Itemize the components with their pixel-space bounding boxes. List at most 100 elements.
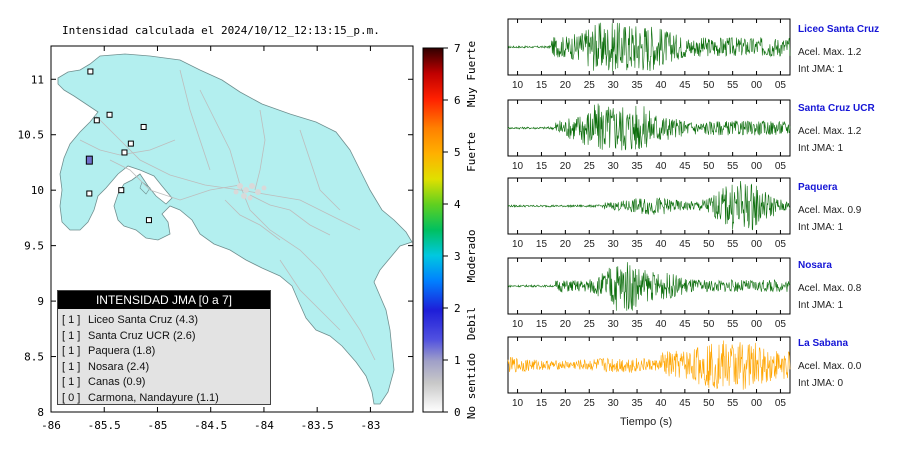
time-tick-label: 35 xyxy=(631,80,643,91)
time-tick-label: 45 xyxy=(679,398,691,409)
station-marker xyxy=(118,187,125,194)
station-jma: Int JMA: 1 xyxy=(798,64,844,75)
legend-row: [ 1 ] Canas (0.9) xyxy=(62,375,266,391)
colorbar-category-label: No sentido xyxy=(465,353,478,419)
time-tick-label: 15 xyxy=(536,239,548,250)
time-tick-label: 30 xyxy=(608,398,620,409)
time-tick-label: 00 xyxy=(751,398,763,409)
station-name: Santa Cruz UCR xyxy=(798,103,875,114)
waveform-panel: 10 15 20 25 30 35 40 45 50 55 00 05 xyxy=(507,99,791,172)
time-tick-label: 35 xyxy=(631,239,643,250)
time-tick-label: 05 xyxy=(775,161,787,172)
time-tick-label: 40 xyxy=(655,239,667,250)
legend-row: [ 1 ] Nosara (2.4) xyxy=(62,360,266,376)
time-tick-label: 10 xyxy=(512,319,524,330)
colorbar-tick-label: 5 xyxy=(454,146,461,159)
legend-row: [ 0 ] Carmona, Nandayure (1.1) xyxy=(62,391,266,407)
time-tick-label: 55 xyxy=(727,319,739,330)
station-jma: Int JMA: 1 xyxy=(798,300,844,311)
waveform-trace xyxy=(507,180,791,231)
legend-label: Carmona, Nandayure (1.1) xyxy=(88,391,219,404)
lon-tick-label: -85.5 xyxy=(88,419,121,432)
station-jma: Int JMA: 1 xyxy=(798,143,844,154)
time-tick-label: 35 xyxy=(631,161,643,172)
colorbar-tick-label: 3 xyxy=(454,250,461,263)
time-tick-label: 20 xyxy=(560,239,572,250)
time-tick-label: 05 xyxy=(775,80,787,91)
time-tick-label: 00 xyxy=(751,161,763,172)
time-tick-label: 55 xyxy=(727,80,739,91)
station-name: La Sabana xyxy=(798,338,849,349)
time-tick-label: 35 xyxy=(631,319,643,330)
colorbar-category-label: Muy Fuerte xyxy=(465,41,478,107)
station-accel: Acel. Max. 0.0 xyxy=(798,361,862,372)
time-tick-label: 10 xyxy=(512,161,524,172)
time-tick-label: 20 xyxy=(560,319,572,330)
lat-tick-label: 8 xyxy=(37,406,44,419)
time-tick-label: 05 xyxy=(775,319,787,330)
station-jma: Int JMA: 0 xyxy=(798,378,844,389)
legend-level: [ 1 ] xyxy=(62,314,81,326)
time-tick-label: 30 xyxy=(608,80,620,91)
time-tick-label: 55 xyxy=(727,239,739,250)
lat-tick-label: 8.5 xyxy=(24,351,44,364)
waveform-panel: 10 15 20 25 30 35 40 45 50 55 00 05 xyxy=(507,336,791,409)
lon-tick-label: -84.5 xyxy=(194,419,227,432)
colorbar-tick-label: 0 xyxy=(454,406,461,419)
legend-row: [ 1 ] Paquera (1.8) xyxy=(62,344,266,360)
urban-cluster xyxy=(233,183,267,201)
station-markers xyxy=(85,68,152,224)
legend-row: [ 1 ] Liceo Santa Cruz (4.3) xyxy=(62,313,266,329)
colorbar-tick-label: 7 xyxy=(454,42,461,55)
lon-tick-label: -83.5 xyxy=(301,419,334,432)
time-tick-label: 10 xyxy=(512,80,524,91)
legend-level: [ 1 ] xyxy=(62,360,81,373)
lon-tick-label: -86 xyxy=(41,419,61,432)
colorbar-tick-label: 6 xyxy=(454,94,461,107)
map-title: Intensidad calculada el 2024/10/12_12:13… xyxy=(62,24,380,37)
time-tick-label: 00 xyxy=(751,80,763,91)
time-tick-label: 30 xyxy=(608,239,620,250)
time-tick-label: 10 xyxy=(512,398,524,409)
legend-label: Santa Cruz UCR (2.6) xyxy=(88,329,196,342)
station-marker xyxy=(121,149,128,156)
time-tick-label: 25 xyxy=(584,161,596,172)
station-marker xyxy=(106,111,113,118)
time-tick-label: 50 xyxy=(703,398,715,409)
waveform-trace xyxy=(507,103,791,151)
time-tick-label: 30 xyxy=(608,319,620,330)
colorbar-category-label: Debil xyxy=(465,307,478,340)
time-tick-label: 20 xyxy=(560,80,572,91)
time-tick-label: 25 xyxy=(584,398,596,409)
colorbar-tick-label: 1 xyxy=(454,354,461,367)
time-tick-label: 40 xyxy=(655,398,667,409)
lon-tick-label: -83 xyxy=(360,419,380,432)
colorbar-category-label: Moderado xyxy=(465,230,478,283)
time-tick-label: 15 xyxy=(536,319,548,330)
lat-tick-label: 11 xyxy=(31,73,44,86)
time-tick-label: 50 xyxy=(703,239,715,250)
time-tick-label: 15 xyxy=(536,161,548,172)
waveform-panel: 10 15 20 25 30 35 40 45 50 55 00 05 xyxy=(507,257,791,330)
station-marker xyxy=(87,68,94,75)
map-axes: -86 -85.5 -85 -84.5 -84 -83.5 -83 11 10.5 10 9.5 9 8… xyxy=(18,46,413,432)
waveform-panel: 10 15 20 25 30 35 40 45 50 55 00 05 xyxy=(507,177,791,250)
time-tick-label: 30 xyxy=(608,161,620,172)
time-tick-label: 50 xyxy=(703,80,715,91)
colorbar-tick-label: 4 xyxy=(454,198,461,211)
station-marker xyxy=(145,217,152,224)
station-name: Paquera xyxy=(798,182,838,193)
station-accel: Acel. Max. 0.8 xyxy=(798,283,862,294)
time-tick-label: 50 xyxy=(703,319,715,330)
time-tick-label: 45 xyxy=(679,239,691,250)
time-tick-label: 25 xyxy=(584,239,596,250)
time-tick-label: 20 xyxy=(560,161,572,172)
time-tick-label: 55 xyxy=(727,398,739,409)
waveform-panel: 10 15 20 25 30 35 40 45 50 55 00 05 xyxy=(507,18,791,91)
intensity-legend: INTENSIDAD JMA [0 a 7] [ 1 ] Liceo Santa … xyxy=(57,290,271,405)
station-jma: Int JMA: 1 xyxy=(798,222,844,233)
time-tick-label: 40 xyxy=(655,80,667,91)
lat-tick-label: 10.5 xyxy=(18,129,45,142)
legend-header: INTENSIDAD JMA [0 a 7] xyxy=(58,291,270,309)
